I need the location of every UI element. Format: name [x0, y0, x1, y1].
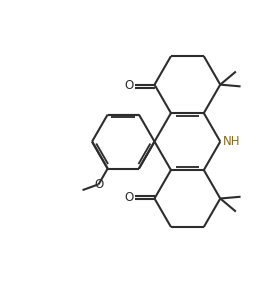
Text: O: O — [124, 79, 134, 93]
Text: O: O — [94, 178, 103, 191]
Text: O: O — [124, 191, 134, 204]
Text: NH: NH — [223, 135, 240, 148]
